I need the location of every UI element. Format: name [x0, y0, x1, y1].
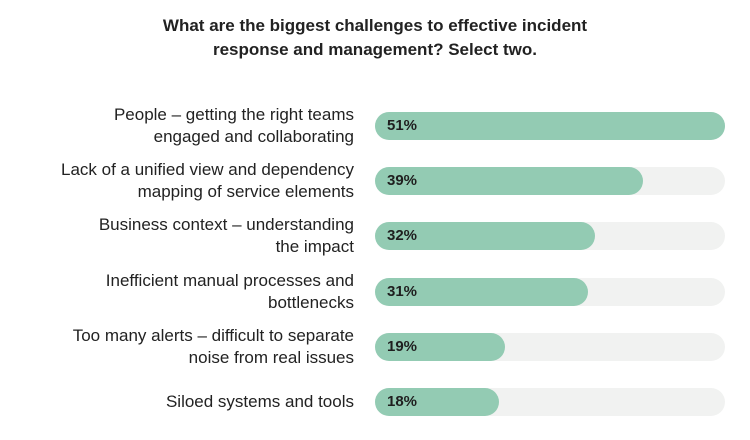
category-label-line: engaged and collaborating [153, 127, 354, 146]
category-label-line: noise from real issues [188, 348, 354, 367]
category-label: Too many alerts – difficult to separate n… [0, 325, 354, 369]
category-label: Inefficient manual processes and bottlene… [0, 270, 354, 314]
category-label: Lack of a unified view and dependency map… [0, 159, 354, 203]
category-label: People – getting the right teams engaged … [0, 104, 354, 148]
category-label-line: bottlenecks [268, 293, 354, 312]
category-label-line: the impact [275, 237, 354, 256]
chart-title-line-1: What are the biggest challenges to effec… [162, 16, 588, 35]
category-label-line: Siloed systems and tools [165, 392, 354, 411]
bar [375, 112, 725, 140]
data-label: 31% [387, 283, 418, 300]
category-label-line: mapping of service elements [137, 182, 354, 201]
category-label: Siloed systems and tools [0, 391, 354, 413]
bar [375, 333, 506, 361]
category-label-line: Lack of a unified view and dependency [61, 160, 354, 179]
bar [375, 388, 499, 416]
data-label: 39% [387, 172, 418, 189]
category-label-line: Business context – understanding [98, 215, 354, 234]
bar [375, 222, 595, 250]
category-label: Business context – understanding the impa… [0, 214, 354, 258]
category-label-line: Too many alerts – difficult to separate [72, 326, 354, 345]
chart-title: What are the biggest challenges to effec… [0, 14, 750, 62]
bar [375, 278, 588, 306]
data-label: 18% [387, 393, 418, 410]
data-label: 19% [387, 338, 418, 355]
category-label-line: People – getting the right teams [113, 105, 354, 124]
category-label-line: Inefficient manual processes and [105, 271, 354, 290]
data-label: 32% [387, 227, 418, 244]
data-label: 51% [387, 117, 418, 134]
bar [375, 167, 643, 195]
chart-title-line-2: response and management? Select two. [212, 40, 538, 59]
